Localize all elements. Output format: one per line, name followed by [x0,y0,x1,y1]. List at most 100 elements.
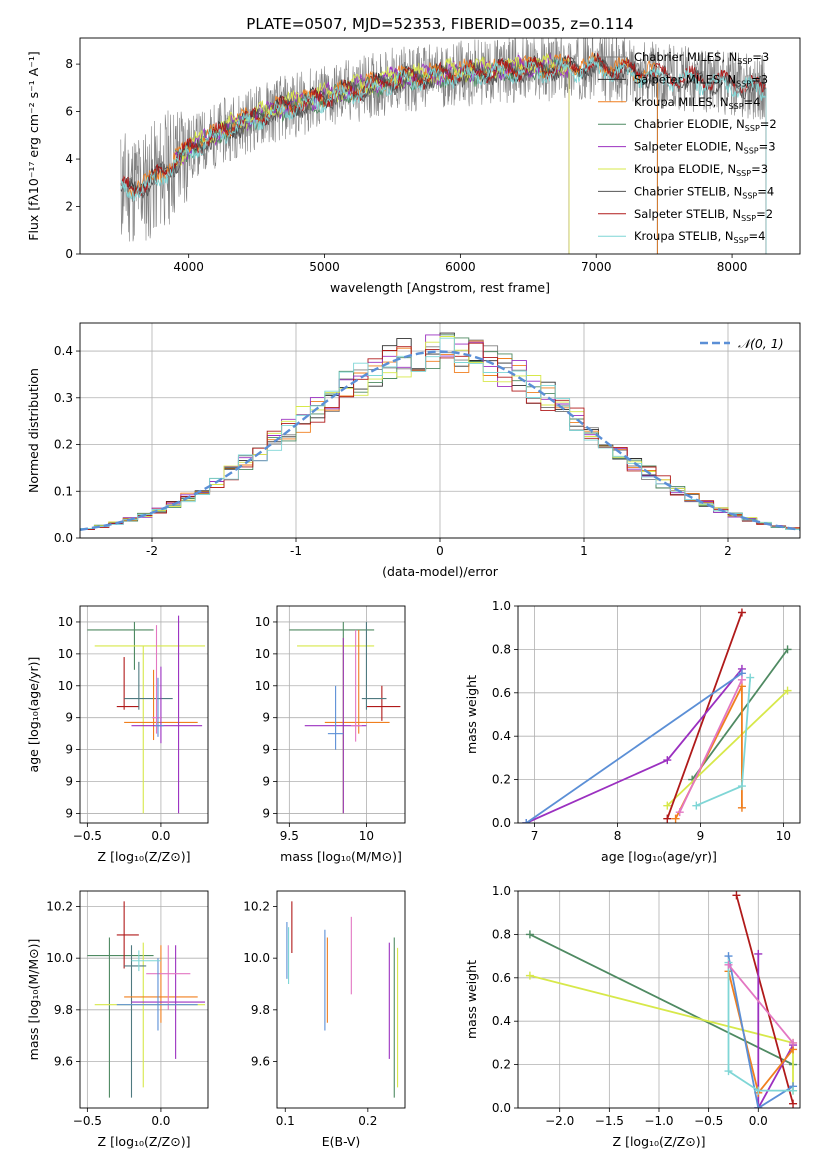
y-tick-label: 0.1 [54,484,73,498]
error-bar-point [124,661,173,710]
legend-label-text: Salpeter STELIB, N [634,207,741,221]
ebv-mass-xlabel: E(B-V) [322,1134,361,1149]
y-tick-label: 0.8 [492,642,511,656]
z-mass-axes: −0.5 0.0 9.6 9.8 10.0 10.2 Z [log₁₀(Z/Z⊙)] mass… [26,890,209,1149]
z-mass-ylabel: mass [log₁₀(M/M⊙)] [26,939,41,1061]
error-bar-point [94,942,206,1088]
y-tick-label: 9.8 [251,1003,270,1017]
x-tick-label: −1.0 [644,1114,673,1128]
legend-label-text: Kroupa STELIB, N [634,229,734,243]
age-weight-ylabel: mass weight [464,675,479,754]
x-tick-label: -1 [290,544,302,558]
x-tick-label: −0.5 [694,1114,723,1128]
plus-marker [737,803,746,812]
x-tick-label: 0.0 [749,1114,768,1128]
age-weight-xlabel: age [log₁₀(age/yr)] [601,849,717,864]
legend-label-subscript: SSP [742,191,757,200]
plus-marker [754,1104,763,1108]
residuals-plot-area [80,332,800,531]
x-tick-label: 4000 [173,260,204,274]
z-weight-plot-area [525,891,798,1108]
plus-marker [663,814,672,823]
z-age-plot-area [87,615,206,814]
x-tick-label: 1 [580,544,588,558]
z-age-axes: −0.5 0.0 9 9 9 9 10 10 10 Z [log₁₀(Z/Z⊙)] age [log… [26,605,209,864]
error-bar-point [351,629,362,742]
legend-entry-label: Kroupa MILES, NSSP=4 [634,95,760,111]
weight-series-line [525,672,743,823]
y-tick-label: 0.8 [492,927,511,941]
mass-age-axes: 9.5 10 9 9 9 9 10 10 10 mass [log₁₀(M/M⊙)] [255,605,406,864]
plus-marker [783,645,792,654]
y-tick-label: 9.8 [54,1003,73,1017]
legend-label-text: Kroupa MILES, N [634,95,729,109]
plus-marker [663,801,672,810]
age-weight-plot-area [522,608,792,823]
ebv-mass-frame [276,890,406,1109]
error-bar-point [131,950,161,972]
error-bar-point [116,657,139,710]
x-tick-label: 0.2 [358,1114,377,1128]
plus-marker [724,960,733,969]
y-tick-label: 0.0 [54,531,73,545]
plus-marker [724,1067,733,1076]
legend-label-suffix: =3 [751,162,768,176]
legend-label-text: Chabrier ELODIE, N [634,117,745,131]
x-tick-label: 7000 [581,260,612,274]
z-weight-frame [517,890,801,1109]
error-bar-point [366,685,401,721]
error-bar-point [116,901,139,969]
weight-series [724,958,798,1095]
legend-entry-label: Salpeter ELODIE, NSSP=3 [634,140,776,156]
legend-label-suffix: =4 [757,184,774,198]
error-bar-point [146,945,191,1010]
legend-label-subscript: SSP [744,147,759,156]
legend-label-suffix: =2 [756,207,773,221]
legend-entry-label: Kroupa ELODIE, NSSP=3 [634,162,768,178]
error-bar-point [87,937,154,1098]
residuals-xlabel: (data-model)/error [382,564,499,579]
figure-title: PLATE=0507, MJD=52353, FIBERID=0035, z=0… [246,15,633,33]
z-mass-xlabel: Z [log₁₀(Z/Z⊙)] [98,1134,191,1149]
z-age-xlabel: Z [log₁₀(Z/Z⊙)] [98,849,191,864]
z-age-frame [79,605,209,824]
y-tick-label: 8 [65,57,73,71]
y-tick-label: 9 [65,711,73,725]
y-tick-label: 0.6 [492,686,511,700]
y-tick-label: 10.0 [243,951,270,965]
y-tick-label: 0.2 [492,773,511,787]
y-tick-label: 10 [255,679,270,693]
y-tick-label: 0.4 [54,344,73,358]
y-tick-label: 9 [262,806,270,820]
residuals-ylabel: Normed distribution [26,368,41,493]
error-bar-point [327,685,344,750]
y-tick-label: 0.4 [492,729,511,743]
weight-series-line [757,953,794,1108]
mass-age-panel: 9.5 10 9 9 9 9 10 10 10 mass [log₁₀(M/M⊙)] [255,605,406,864]
plus-marker [675,808,684,817]
y-tick-label: 10.0 [46,951,73,965]
age-weight-grid [518,605,800,824]
legend-entry-label: Salpeter STELIB, NSSP=2 [634,207,773,223]
x-tick-label: 5000 [309,260,340,274]
legend-label-suffix: =3 [752,50,769,64]
y-tick-label: 10 [255,647,270,661]
y-tick-label: 9 [65,743,73,757]
age-weight-frame [517,605,801,824]
plus-marker [732,891,741,900]
legend-label-subscript: SSP [741,214,756,223]
z-mass-grid [80,891,208,1108]
x-tick-label: 0.0 [151,1114,170,1128]
error-bar-point [361,621,387,710]
x-tick-label: −1.5 [595,1114,624,1128]
y-tick-label: 10 [58,615,73,629]
residuals-axes: -2 -1 0 1 2 0.0 0.1 0.2 0.3 0.4 (data-model)/error… [26,322,801,579]
y-tick-label: 0 [65,247,73,261]
y-tick-label: 9.6 [54,1055,73,1069]
error-bar-point [124,945,147,1098]
plus-marker [525,971,534,980]
x-tick-label: −0.5 [73,829,102,843]
plus-marker [522,819,531,823]
y-tick-label: 10.2 [46,900,73,914]
